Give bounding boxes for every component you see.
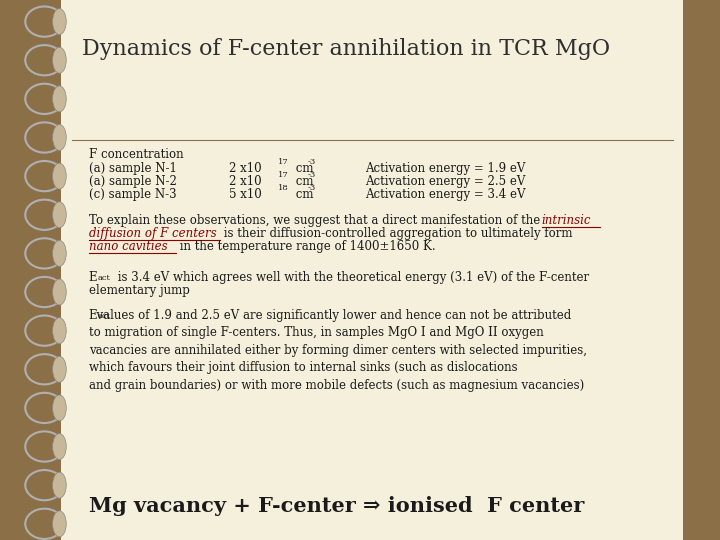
Ellipse shape	[53, 472, 66, 498]
Text: Activation energy = 1.9 eV: Activation energy = 1.9 eV	[365, 162, 526, 175]
Text: Dynamics of F-center annihilation in TCR MgO: Dynamics of F-center annihilation in TCR…	[82, 38, 610, 60]
Ellipse shape	[53, 202, 66, 228]
Text: 2 x10: 2 x10	[229, 162, 261, 175]
Text: cm: cm	[292, 188, 313, 201]
Text: To explain these observations, we suggest that a direct manifestation of the: To explain these observations, we sugges…	[89, 214, 544, 227]
Text: intrinsic: intrinsic	[541, 214, 591, 227]
Text: is their diffusion-controlled aggregation to ultimately form: is their diffusion-controlled aggregatio…	[220, 227, 572, 240]
Text: 2 x10: 2 x10	[229, 175, 261, 188]
Text: -3: -3	[307, 158, 315, 166]
Text: Activation energy = 3.4 eV: Activation energy = 3.4 eV	[365, 188, 526, 201]
Ellipse shape	[53, 434, 66, 460]
Text: elementary jump: elementary jump	[89, 284, 189, 297]
Text: is 3.4 eV which agrees well with the theoretical energy (3.1 eV) of the F-center: is 3.4 eV which agrees well with the the…	[114, 271, 589, 284]
Ellipse shape	[53, 356, 66, 382]
Text: E: E	[89, 309, 97, 322]
Text: diffusion of F centers: diffusion of F centers	[89, 227, 217, 240]
Ellipse shape	[53, 163, 66, 189]
Text: cm: cm	[292, 162, 313, 175]
Ellipse shape	[53, 318, 66, 343]
Ellipse shape	[53, 9, 66, 35]
Text: (a) sample N-1: (a) sample N-1	[89, 162, 176, 175]
Text: E: E	[89, 271, 97, 284]
Ellipse shape	[53, 48, 66, 73]
Text: (a) sample N-2: (a) sample N-2	[89, 175, 176, 188]
Ellipse shape	[53, 240, 66, 266]
Text: 17: 17	[278, 171, 289, 179]
Text: cm: cm	[292, 175, 313, 188]
Text: in the temperature range of 1400±1650 K.: in the temperature range of 1400±1650 K.	[176, 240, 435, 253]
Text: Activation energy = 2.5 eV: Activation energy = 2.5 eV	[365, 175, 526, 188]
Text: values of 1.9 and 2.5 eV are significantly lower and hence can not be attributed: values of 1.9 and 2.5 eV are significant…	[89, 309, 587, 392]
Ellipse shape	[53, 279, 66, 305]
Text: 18: 18	[278, 184, 289, 192]
Text: act: act	[98, 312, 111, 320]
Text: act: act	[98, 274, 111, 282]
Text: nano cavities: nano cavities	[89, 240, 168, 253]
Text: (c) sample N-3: (c) sample N-3	[89, 188, 176, 201]
Text: -3: -3	[307, 171, 315, 179]
Text: -3: -3	[307, 184, 315, 192]
FancyBboxPatch shape	[61, 0, 686, 540]
Ellipse shape	[53, 395, 66, 421]
Ellipse shape	[53, 511, 66, 537]
Ellipse shape	[53, 125, 66, 151]
Ellipse shape	[53, 86, 66, 112]
Text: F concentration: F concentration	[89, 148, 184, 161]
Text: 17: 17	[278, 158, 289, 166]
Text: Mg vacancy + F-center ⇒ ionised  F center: Mg vacancy + F-center ⇒ ionised F center	[89, 496, 584, 516]
Text: 5 x10: 5 x10	[229, 188, 261, 201]
